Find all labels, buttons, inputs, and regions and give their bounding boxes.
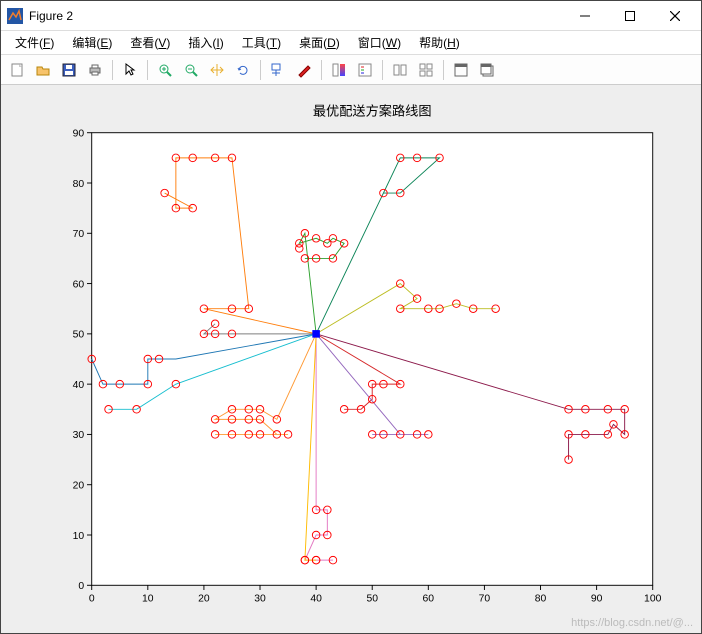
toolbar-insert-legend-icon[interactable] [353, 58, 377, 82]
ytick-label: 40 [73, 380, 85, 391]
toolbar-save-icon[interactable] [57, 58, 81, 82]
close-button[interactable] [652, 2, 697, 30]
menu-f[interactable]: 文件(F) [7, 32, 62, 53]
ytick-label: 20 [73, 480, 85, 491]
toolbar-dock-icon[interactable] [449, 58, 473, 82]
toolbar-open-icon[interactable] [31, 58, 55, 82]
menu-i[interactable]: 插入(I) [180, 32, 231, 53]
ytick-label: 0 [78, 581, 84, 592]
xtick-label: 70 [479, 593, 491, 604]
xtick-label: 60 [423, 593, 435, 604]
toolbar-pointer-icon[interactable] [118, 58, 142, 82]
menu-w[interactable]: 窗口(W) [350, 32, 409, 53]
toolbar-zoom-in-icon[interactable] [153, 58, 177, 82]
xtick-label: 10 [142, 593, 154, 604]
plot-svg: 最优配送方案路线图 0 10 20 30 40 50 60 70 80 90 100 0 10 20 30 40… [11, 95, 691, 623]
xtick-label: 50 [366, 593, 378, 604]
menu-t[interactable]: 工具(T) [234, 32, 289, 53]
menu-d[interactable]: 桌面(D) [291, 32, 348, 53]
maximize-button[interactable] [607, 2, 652, 30]
figure-window: Figure 2 文件(F)编辑(E)查看(V)插入(I)工具(T)桌面(D)窗… [0, 0, 702, 634]
toolbar-undock-icon[interactable] [475, 58, 499, 82]
xtick-label: 30 [254, 593, 266, 604]
toolbar-print-icon[interactable] [83, 58, 107, 82]
ytick-label: 80 [73, 179, 85, 190]
xtick-label: 0 [89, 593, 95, 604]
xtick-label: 20 [198, 593, 210, 604]
minimize-button[interactable] [562, 2, 607, 30]
figure-area: 最优配送方案路线图 0 10 20 30 40 50 60 70 80 90 100 0 10 20 30 40… [1, 85, 701, 633]
window-title: Figure 2 [29, 9, 562, 23]
menu-v[interactable]: 查看(V) [122, 32, 178, 53]
depot-marker [312, 330, 320, 338]
ytick-label: 30 [73, 430, 85, 441]
ytick-label: 10 [73, 531, 85, 542]
toolbar-brush-icon[interactable] [292, 58, 316, 82]
ytick-label: 60 [73, 279, 85, 290]
toolbar-rotate-icon[interactable] [231, 58, 255, 82]
xtick-label: 100 [644, 593, 662, 604]
ytick-label: 90 [73, 128, 85, 139]
toolbar-insert-colorbar-icon[interactable] [327, 58, 351, 82]
toolbar-link-icon[interactable] [388, 58, 412, 82]
titlebar: Figure 2 [1, 1, 701, 31]
toolbar-pan-icon[interactable] [205, 58, 229, 82]
watermark: https://blog.csdn.net/@... [571, 617, 693, 629]
matlab-icon [7, 8, 23, 24]
toolbar-data-cursor-icon[interactable] [266, 58, 290, 82]
toolbar [1, 55, 701, 85]
ytick-label: 50 [73, 330, 85, 341]
xtick-label: 40 [310, 593, 322, 604]
xtick-label: 90 [591, 593, 603, 604]
axes-container: 最优配送方案路线图 0 10 20 30 40 50 60 70 80 90 100 0 10 20 30 40… [11, 95, 691, 623]
menu-e[interactable]: 编辑(E) [64, 32, 120, 53]
ytick-label: 70 [73, 229, 85, 240]
toolbar-zoom-out-icon[interactable] [179, 58, 203, 82]
toolbar-subplot-icon[interactable] [414, 58, 438, 82]
xtick-label: 80 [535, 593, 547, 604]
menubar: 文件(F)编辑(E)查看(V)插入(I)工具(T)桌面(D)窗口(W)帮助(H) [1, 31, 701, 55]
toolbar-new-icon[interactable] [5, 58, 29, 82]
menu-h[interactable]: 帮助(H) [411, 32, 468, 53]
chart-title: 最优配送方案路线图 [313, 104, 432, 119]
